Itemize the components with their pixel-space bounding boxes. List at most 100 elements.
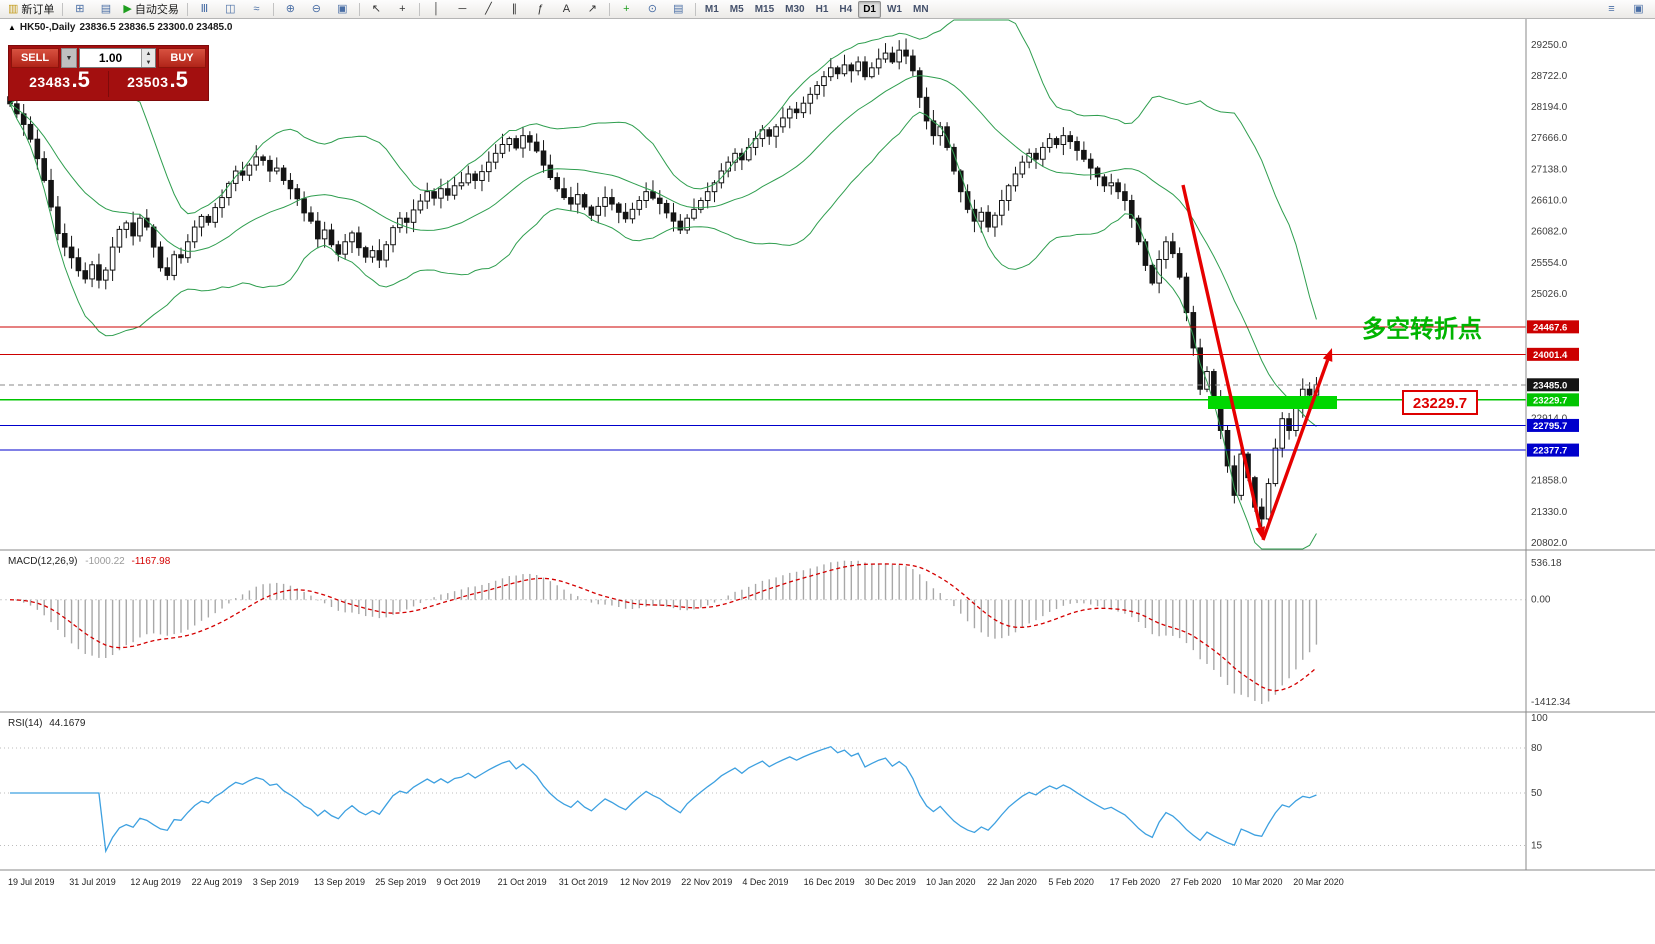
volume-preset-dropdown[interactable]: ▼	[61, 48, 77, 68]
price-divider	[108, 71, 109, 97]
price-chip-label: 24001.4	[1533, 350, 1568, 361]
price-tick-label: 28722.0	[1531, 71, 1568, 82]
charts-button[interactable]: ⊞	[67, 0, 92, 19]
tile-windows-button[interactable]: ▣	[330, 0, 355, 19]
arrow-tool-button[interactable]: ↗	[580, 0, 605, 19]
toolbar-separator	[608, 2, 610, 16]
volume-field-wrap: ▲ ▼	[79, 48, 156, 68]
symbol-period-label: HK50-,Daily	[19, 22, 76, 33]
chart-canvas[interactable]: 多空转折点 23229.7 29250.0 28722.0 28194.0 27666…	[0, 19, 1655, 944]
sell-button[interactable]: SELL	[11, 48, 59, 68]
fibonacci-button[interactable]: ƒ	[528, 0, 553, 19]
trendline-button[interactable]: ╱	[476, 0, 501, 19]
periods-button[interactable]: ⊙	[640, 0, 665, 19]
print-button[interactable]: ≡	[1599, 0, 1624, 19]
rsi-panel: RSI(14) 44.1679 100 80 50 15	[0, 713, 1548, 854]
text-icon: A	[562, 2, 571, 15]
price-axis: 29250.0 28722.0 28194.0 27666.0 27138.0 26610…	[1527, 40, 1579, 549]
support-zone-rectangle[interactable]	[1208, 396, 1337, 409]
price-tick-label: 25554.0	[1531, 258, 1568, 269]
date-tick-label: 22 Jan 2020	[987, 877, 1037, 887]
price-tick-label: 20802.0	[1531, 538, 1568, 549]
date-tick-label: 10 Jan 2020	[926, 877, 976, 887]
price-callout[interactable]: 23229.7	[1402, 390, 1478, 415]
price-tick-label: 21330.0	[1531, 507, 1568, 518]
timeframe-m5[interactable]: M5	[729, 3, 744, 15]
price-chip	[1527, 320, 1579, 334]
date-tick-label: 12 Nov 2019	[620, 877, 671, 887]
zoom-in-button[interactable]: ⊕	[278, 0, 303, 19]
sell-price-main: 23483	[29, 74, 71, 90]
annotations-layer: 多空转折点 23229.7	[1181, 184, 1482, 541]
date-tick-label: 30 Dec 2019	[865, 877, 916, 887]
autotrade-icon: ▶	[123, 2, 132, 15]
trend-arrow-line	[1181, 184, 1262, 528]
periods-icon: ⊙	[647, 2, 657, 15]
macd-axis-label: 0.00	[1531, 595, 1551, 606]
text-button[interactable]: A	[554, 0, 579, 19]
cursor-button[interactable]: ↖	[364, 0, 389, 19]
pivot-annotation-text[interactable]: 多空转折点	[1362, 315, 1482, 343]
fibonacci-icon: ƒ	[537, 2, 544, 15]
bar-chart-button[interactable]: Ⅲ	[192, 0, 217, 19]
price-tick-label: 26082.0	[1531, 227, 1568, 238]
price-tick-label: 28194.0	[1531, 102, 1568, 113]
timeframe-m30[interactable]: M30	[785, 3, 805, 15]
date-tick-label: 13 Sep 2019	[314, 877, 365, 887]
timeframe-h1[interactable]: H1	[815, 3, 829, 15]
zoom-out-button[interactable]: ⊖	[304, 0, 329, 19]
macd-signal-line	[9, 563, 1317, 692]
panel-frame	[0, 19, 1655, 871]
date-tick-label: 3 Sep 2019	[253, 877, 299, 887]
macd-panel: MACD(12,26,9) -1000.22 -1167.98 536.18 0.…	[0, 556, 1571, 708]
date-tick-label: 27 Feb 2020	[1171, 877, 1222, 887]
volume-up-button[interactable]: ▲	[142, 49, 155, 58]
autotrade-button[interactable]: ▶ 自动交易	[119, 0, 182, 19]
chart-symbol-info: ▲ HK50-,Daily 23836.5 23836.5 23300.0 23…	[8, 22, 232, 33]
sell-price[interactable]: 23483 .5	[11, 69, 108, 98]
timeframe-h4[interactable]: H4	[839, 3, 853, 15]
timeframe-w1[interactable]: W1	[886, 3, 902, 15]
date-tick-label: 31 Jul 2019	[69, 877, 116, 887]
price-tick-label: 29250.0	[1531, 40, 1568, 51]
date-tick-label: 25 Sep 2019	[375, 877, 426, 887]
volume-down-button[interactable]: ▼	[142, 58, 155, 67]
buy-price[interactable]: 23503 .5	[109, 69, 206, 98]
date-tick-label: 31 Oct 2019	[559, 877, 608, 887]
timeframe-d1[interactable]: D1	[858, 0, 881, 18]
timeframe-m1[interactable]: M1	[704, 3, 719, 15]
macd-label: MACD(12,26,9) -1000.22 -1167.98	[8, 556, 171, 567]
vertical-line-button[interactable]: │	[424, 0, 449, 19]
profiles-button[interactable]: ▤	[93, 0, 118, 19]
toolbar-separator	[186, 2, 188, 16]
timeframe-mn[interactable]: MN	[912, 3, 929, 15]
timeframe-m15[interactable]: M15	[754, 3, 775, 15]
cursor-icon: ↖	[371, 2, 381, 15]
channel-icon: ∥	[511, 2, 518, 15]
horizontal-line-button[interactable]: ─	[450, 0, 475, 19]
price-tick-label: 27666.0	[1531, 133, 1568, 144]
trendline-icon: ╱	[485, 2, 492, 15]
toolbar-separator	[418, 2, 420, 16]
rsi-label: RSI(14) 44.1679	[8, 718, 86, 729]
line-chart-button[interactable]: ≈	[244, 0, 269, 19]
symbol-marker-icon[interactable]: ▲	[8, 23, 16, 32]
templates-button[interactable]: ▤	[666, 0, 691, 19]
volume-input[interactable]	[80, 49, 141, 67]
svg-text:23229.7: 23229.7	[1413, 395, 1467, 412]
add-indicator-button[interactable]: +	[614, 0, 639, 19]
docking-button[interactable]: ▣	[1626, 0, 1651, 19]
channel-button[interactable]: ∥	[502, 0, 527, 19]
price-chip	[1527, 443, 1579, 457]
date-tick-label: 17 Feb 2020	[1110, 877, 1161, 887]
candlestick-button[interactable]: ◫	[218, 0, 243, 19]
crosshair-button[interactable]: +	[390, 0, 415, 19]
new-order-button[interactable]: ▥ 新订单	[4, 0, 58, 19]
trend-arrows[interactable]	[1181, 184, 1333, 541]
buy-button[interactable]: BUY	[158, 48, 206, 68]
docking-icon: ▣	[1633, 2, 1644, 15]
rsi-axis-label: 50	[1531, 788, 1543, 799]
bar-chart-icon: Ⅲ	[200, 2, 209, 15]
price-tick-label: 27138.0	[1531, 164, 1568, 175]
autotrade-icon-label: 自动交易	[134, 4, 179, 16]
